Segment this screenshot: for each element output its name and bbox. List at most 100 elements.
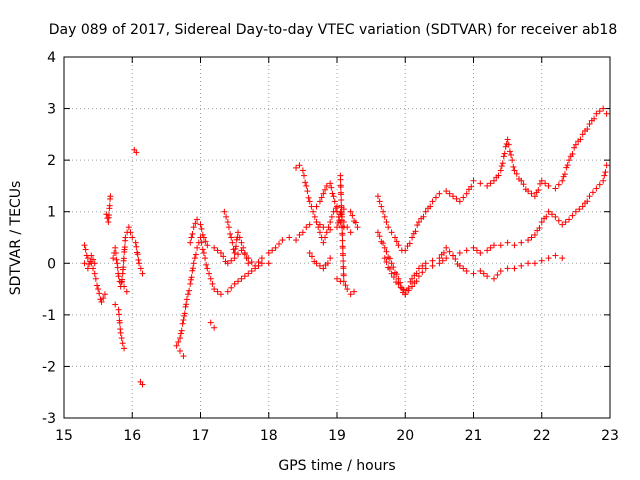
data-point	[477, 249, 484, 256]
data-point	[139, 270, 146, 277]
data-point	[233, 236, 240, 243]
data-point	[320, 224, 327, 231]
data-point	[204, 242, 211, 249]
data-point	[112, 244, 119, 251]
data-point	[452, 255, 459, 262]
data-point	[240, 244, 247, 251]
data-point	[494, 271, 501, 278]
data-point	[390, 264, 397, 271]
data-point	[402, 247, 409, 254]
data-point	[190, 224, 197, 231]
data-point	[497, 242, 504, 249]
data-point	[308, 253, 315, 260]
data-point	[211, 324, 218, 331]
data-point	[395, 242, 402, 249]
data-point	[409, 234, 416, 241]
data-point	[175, 338, 182, 345]
data-point	[236, 234, 243, 241]
data-point	[189, 265, 196, 272]
data-point	[121, 345, 128, 352]
data-point	[232, 243, 239, 250]
data-point	[293, 164, 300, 171]
data-point	[344, 286, 351, 293]
data-point	[518, 177, 525, 184]
data-point	[453, 195, 460, 202]
data-point	[81, 260, 88, 267]
data-point	[84, 255, 91, 262]
data-point	[118, 279, 125, 286]
data-point	[484, 182, 491, 189]
data-point	[296, 231, 303, 238]
data-point	[133, 243, 140, 250]
data-point	[347, 291, 354, 298]
data-point	[327, 180, 334, 187]
data-point	[224, 260, 231, 267]
data-point	[490, 275, 497, 282]
data-point	[342, 282, 349, 289]
data-point	[412, 228, 419, 235]
data-point	[180, 353, 187, 360]
data-point	[245, 260, 252, 267]
data-point	[181, 312, 188, 319]
data-point	[127, 229, 134, 236]
data-point	[380, 240, 387, 247]
data-point	[542, 180, 549, 187]
data-point	[335, 213, 342, 220]
data-point	[338, 217, 345, 224]
data-point	[327, 219, 334, 226]
data-point	[413, 278, 420, 285]
data-point	[436, 260, 443, 267]
data-point	[593, 110, 600, 117]
data-point	[192, 220, 199, 227]
data-point	[112, 301, 119, 308]
data-point	[429, 262, 436, 269]
data-point	[191, 255, 198, 262]
data-point	[88, 252, 95, 259]
data-point	[498, 163, 505, 170]
data-point	[188, 274, 195, 281]
y-axis-label: SDTVAR / TECUs	[8, 181, 24, 296]
data-point	[272, 244, 279, 251]
data-point	[200, 234, 207, 241]
data-point	[405, 285, 412, 292]
data-point	[349, 212, 356, 219]
data-point	[125, 224, 132, 231]
data-point	[525, 188, 532, 195]
data-point	[217, 291, 224, 298]
data-point	[227, 230, 234, 237]
data-point	[122, 234, 129, 241]
data-point	[301, 172, 308, 179]
data-point	[113, 256, 120, 263]
data-point	[302, 179, 309, 186]
data-point	[231, 249, 238, 256]
data-point	[564, 162, 571, 169]
data-point	[303, 182, 310, 189]
data-point	[186, 287, 193, 294]
x-tick-label: 19	[328, 428, 346, 444]
data-point	[199, 246, 206, 253]
data-point	[211, 244, 218, 251]
data-point	[248, 268, 255, 275]
data-point	[505, 141, 512, 148]
data-point	[238, 239, 245, 246]
data-point	[255, 258, 262, 265]
data-point	[123, 288, 130, 295]
data-point	[374, 229, 381, 236]
data-point	[560, 173, 567, 180]
data-point	[106, 202, 113, 209]
data-point	[279, 237, 286, 244]
data-point	[338, 204, 345, 211]
data-point	[347, 208, 354, 215]
data-point	[531, 260, 538, 267]
data-point	[352, 219, 359, 226]
data-point	[238, 275, 245, 282]
data-point	[91, 260, 98, 267]
data-point	[316, 229, 323, 236]
data-point	[536, 224, 543, 231]
data-point	[506, 148, 513, 155]
data-point	[183, 301, 190, 308]
data-point	[381, 244, 388, 251]
data-point	[192, 251, 199, 258]
data-point	[177, 330, 184, 337]
data-point	[378, 203, 385, 210]
